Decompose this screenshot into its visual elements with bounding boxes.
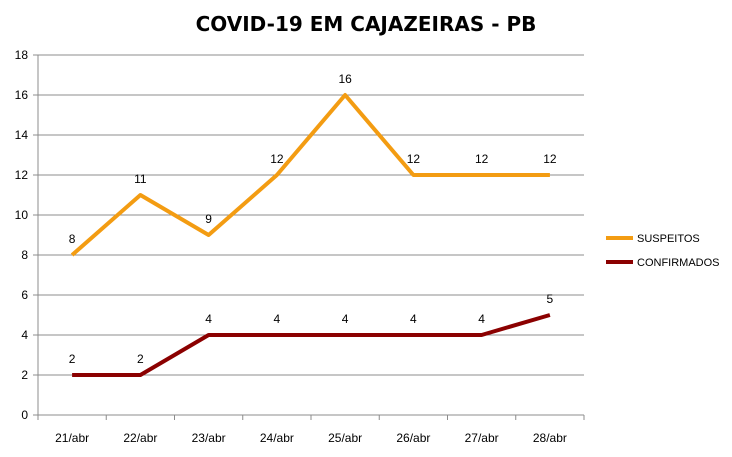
series-line-confirmados <box>72 313 551 377</box>
y-tick-label: 14 <box>15 128 29 142</box>
y-tick-label: 4 <box>21 328 28 342</box>
axes <box>37 55 584 416</box>
data-labels: 8 11 9 12 16 12 12 12 2 2 4 4 4 4 4 5 <box>69 72 557 366</box>
y-tick-label: 2 <box>21 368 28 382</box>
series-lines <box>70 93 551 377</box>
data-label: 8 <box>69 232 76 246</box>
y-tick-label: 10 <box>15 208 29 222</box>
data-label: 4 <box>205 312 212 326</box>
data-label: 2 <box>69 352 76 366</box>
data-label: 12 <box>270 152 284 166</box>
chart-title: COVID-19 EM CAJAZEIRAS - PB <box>195 12 537 36</box>
x-tick-label: 28/abr <box>533 431 567 445</box>
x-tick-label: 25/abr <box>328 431 362 445</box>
data-label: 9 <box>205 212 212 226</box>
x-tick-label: 27/abr <box>465 431 499 445</box>
data-label: 12 <box>475 152 489 166</box>
x-tick-label: 22/abr <box>123 431 157 445</box>
data-label: 2 <box>137 352 144 366</box>
data-label: 12 <box>543 152 557 166</box>
x-tick-label: 23/abr <box>192 431 226 445</box>
y-tick-label: 0 <box>21 408 28 422</box>
data-label: 16 <box>338 72 352 86</box>
y-tick-label: 6 <box>21 288 28 302</box>
data-label: 4 <box>478 312 485 326</box>
data-label: 4 <box>274 312 281 326</box>
y-axis-ticks: 0 2 4 6 8 10 12 14 16 18 <box>15 48 38 422</box>
x-tick-label: 21/abr <box>55 431 89 445</box>
y-tick-label: 12 <box>15 168 29 182</box>
y-tick-label: 18 <box>15 48 29 62</box>
y-tick-label: 16 <box>15 88 29 102</box>
data-label: 5 <box>547 292 554 306</box>
x-tick-label: 26/abr <box>396 431 430 445</box>
legend-label: CONFIRMADOS <box>637 257 720 269</box>
series-line-suspeitos <box>70 93 550 257</box>
data-label: 4 <box>410 312 417 326</box>
legend: SUSPEITOS CONFIRMADOS <box>606 233 720 269</box>
x-axis-ticks: 21/abr 22/abr 23/abr 24/abr 25/abr 26/abr 27/a… <box>37 415 585 445</box>
x-tick-label: 24/abr <box>260 431 294 445</box>
legend-label: SUSPEITOS <box>637 233 700 245</box>
data-label: 12 <box>407 152 421 166</box>
data-label: 4 <box>342 312 349 326</box>
y-tick-label: 8 <box>21 248 28 262</box>
data-label: 11 <box>134 172 147 186</box>
